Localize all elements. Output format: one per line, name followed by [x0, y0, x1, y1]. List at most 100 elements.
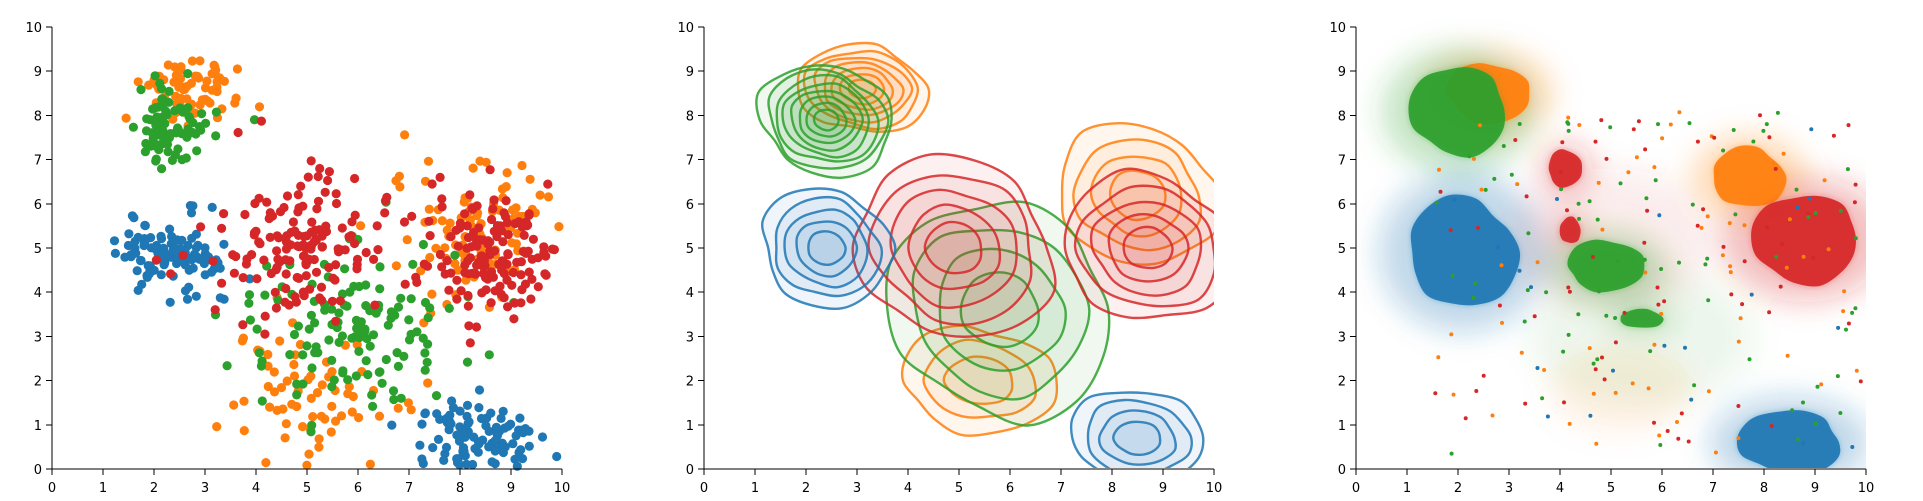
- data-point: [1471, 295, 1476, 300]
- y-tick-label: 6: [34, 198, 42, 213]
- data-point: [1562, 400, 1566, 405]
- density-cloud: [1549, 345, 1693, 434]
- data-point: [183, 69, 193, 79]
- data-point: [331, 416, 341, 426]
- data-point: [207, 202, 217, 212]
- x-tick-label: 6: [1658, 481, 1666, 496]
- data-point: [173, 144, 183, 154]
- data-point: [1515, 182, 1520, 187]
- data-point: [1496, 245, 1500, 250]
- data-point: [261, 458, 271, 468]
- data-point: [211, 107, 221, 117]
- data-point: [327, 296, 337, 306]
- data-point: [425, 231, 435, 241]
- data-point: [272, 231, 282, 241]
- data-point: [1599, 118, 1604, 123]
- x-tick-label: 8: [456, 481, 464, 496]
- data-point: [1831, 133, 1836, 138]
- data-point: [1850, 310, 1855, 315]
- series-blue: [109, 201, 562, 471]
- data-point: [387, 420, 397, 430]
- data-point: [498, 447, 508, 458]
- x-tick-label: 4: [252, 481, 260, 496]
- data-point: [271, 303, 281, 313]
- data-point: [510, 298, 520, 308]
- data-point: [462, 221, 472, 231]
- data-point: [533, 282, 543, 292]
- x-tick-label: 7: [1709, 481, 1717, 496]
- data-point: [1463, 416, 1468, 421]
- data-point: [1436, 355, 1441, 360]
- data-point: [1566, 121, 1571, 126]
- data-point: [244, 290, 255, 300]
- data-point: [188, 118, 198, 128]
- contour-level: [900, 324, 1059, 437]
- data-point: [372, 221, 382, 231]
- data-point: [362, 333, 372, 344]
- y-tick-label: 0: [1338, 463, 1346, 478]
- data-point: [177, 235, 187, 245]
- data-point: [368, 401, 378, 411]
- contour-level: [807, 230, 847, 266]
- data-point: [349, 238, 360, 249]
- data-point: [377, 378, 387, 388]
- data-point: [289, 329, 300, 340]
- data-point: [306, 244, 316, 254]
- data-point: [1740, 302, 1745, 307]
- data-point: [1449, 451, 1454, 456]
- x-tick-label: 9: [1811, 481, 1819, 496]
- data-point: [200, 83, 211, 93]
- data-point: [1689, 397, 1694, 402]
- data-point: [324, 167, 334, 177]
- data-point: [347, 407, 357, 417]
- data-point: [188, 201, 198, 211]
- data-point: [406, 329, 416, 339]
- data-point: [507, 205, 518, 215]
- data-point: [334, 247, 344, 257]
- data-point: [406, 294, 416, 304]
- data-point: [526, 294, 536, 304]
- data-point: [1695, 223, 1700, 228]
- data-point: [1742, 223, 1747, 228]
- data-point: [1775, 110, 1780, 115]
- data-point: [1471, 156, 1476, 161]
- x-tick-label: 5: [303, 481, 311, 496]
- data-point: [1659, 311, 1664, 316]
- data-point: [159, 260, 169, 270]
- data-point: [1451, 392, 1456, 397]
- data-point: [1433, 391, 1438, 396]
- data-point: [1736, 339, 1741, 344]
- data-point: [373, 245, 383, 255]
- data-point: [444, 303, 454, 313]
- data-point: [1613, 390, 1618, 395]
- data-point: [1795, 205, 1800, 210]
- data-point: [395, 182, 405, 192]
- data-point: [1438, 189, 1443, 194]
- data-point: [314, 225, 324, 235]
- data-point: [512, 461, 522, 471]
- contour-level: [812, 108, 840, 132]
- data-point: [279, 202, 289, 213]
- data-point: [327, 304, 337, 314]
- data-point: [309, 254, 319, 265]
- data-point: [417, 419, 427, 429]
- y-tick-label: 1: [686, 419, 694, 434]
- data-point: [1738, 316, 1743, 321]
- contour-level: [1063, 167, 1214, 320]
- data-point: [1785, 353, 1790, 358]
- data-point: [400, 130, 410, 140]
- data-point: [1517, 268, 1522, 273]
- data-point: [1652, 342, 1657, 347]
- data-point: [1662, 299, 1667, 304]
- data-point: [1450, 273, 1455, 278]
- data-point: [1780, 242, 1785, 247]
- data-point: [460, 209, 470, 219]
- data-point: [508, 267, 518, 278]
- data-point: [340, 264, 350, 274]
- data-point: [386, 307, 396, 317]
- data-point: [301, 271, 311, 281]
- data-point: [1699, 225, 1704, 230]
- data-point: [317, 380, 327, 390]
- data-point: [1695, 139, 1700, 144]
